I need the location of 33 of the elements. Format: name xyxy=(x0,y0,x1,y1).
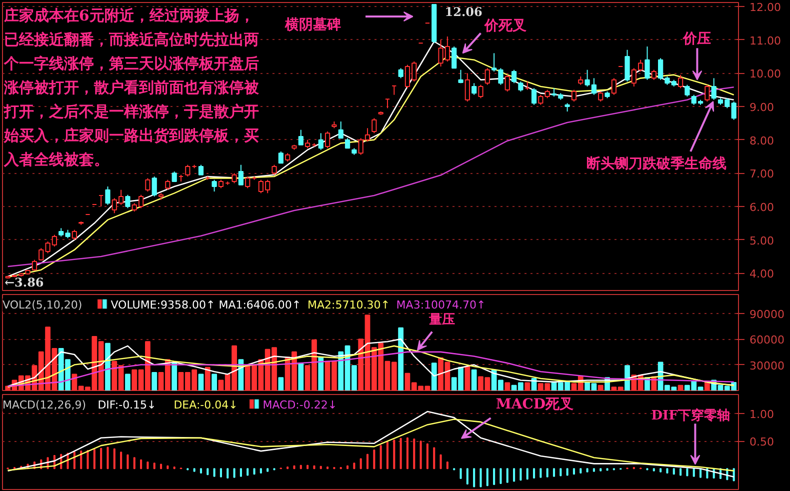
legend-label: MACD:-0.22↓ xyxy=(262,398,338,412)
y-tick-label: 60000 xyxy=(750,334,784,347)
y-tick-label: 9.00 xyxy=(750,101,774,114)
y-tick-label: 0.50 xyxy=(750,436,774,449)
legend-label: VOLUME:9358.00↑ xyxy=(110,298,216,312)
annotation: 12.06 xyxy=(444,5,482,19)
y-tick-label: 12.00 xyxy=(750,1,781,14)
y-tick-label: 10.00 xyxy=(750,68,781,81)
annotation: MACD死叉 xyxy=(496,396,574,412)
y-tick-label: 1.00 xyxy=(750,408,774,422)
annotation: 价压 xyxy=(682,30,712,47)
annotation: 横阴墓碑 xyxy=(284,16,341,33)
y-tick-label: 7.00 xyxy=(750,168,774,181)
annotation: 庄家成本在6元附近，经过两拨上扬，已经接近翻番，而接近高位时先拉出两个一字线涨停，第三天以涨停板开盘后涨停被打开，散户看到前面也有涨停被打开，之后不是一样涨停，于是散户开始买入，庄家则一路出货到跌停板，买入者全线被套。 xyxy=(2,6,260,168)
annotation: ←3.86 xyxy=(4,276,44,290)
annotation: 断头铡刀跌破季生命线 xyxy=(586,155,727,172)
chart-title: VOL2(5,10,20) xyxy=(2,298,82,312)
text: DEA:-0.04↓ xyxy=(174,398,238,412)
y-tick-label: 4.00 xyxy=(750,268,774,281)
y-tick-label: 11.00 xyxy=(750,34,781,48)
y-tick-label: 5.00 xyxy=(750,234,774,248)
text: MACD(12,26,9) xyxy=(2,398,86,412)
y-tick-label: 90000 xyxy=(750,308,784,321)
annotation: DIF下穿零轴 xyxy=(651,407,730,424)
y-tick-label: 6.00 xyxy=(750,201,774,214)
text: MA3:10074.70↑ xyxy=(396,298,486,312)
y-tick-label: 8.00 xyxy=(750,134,774,148)
text: MA1:6406.00↑ xyxy=(218,298,302,312)
text: DIF:-0.15↓ xyxy=(98,398,156,412)
annotation: 价死叉 xyxy=(483,18,526,34)
text: MA2:5710.30↑ xyxy=(308,298,390,312)
annotation: 量压 xyxy=(428,312,456,328)
y-tick-label: 30000 xyxy=(750,359,784,372)
